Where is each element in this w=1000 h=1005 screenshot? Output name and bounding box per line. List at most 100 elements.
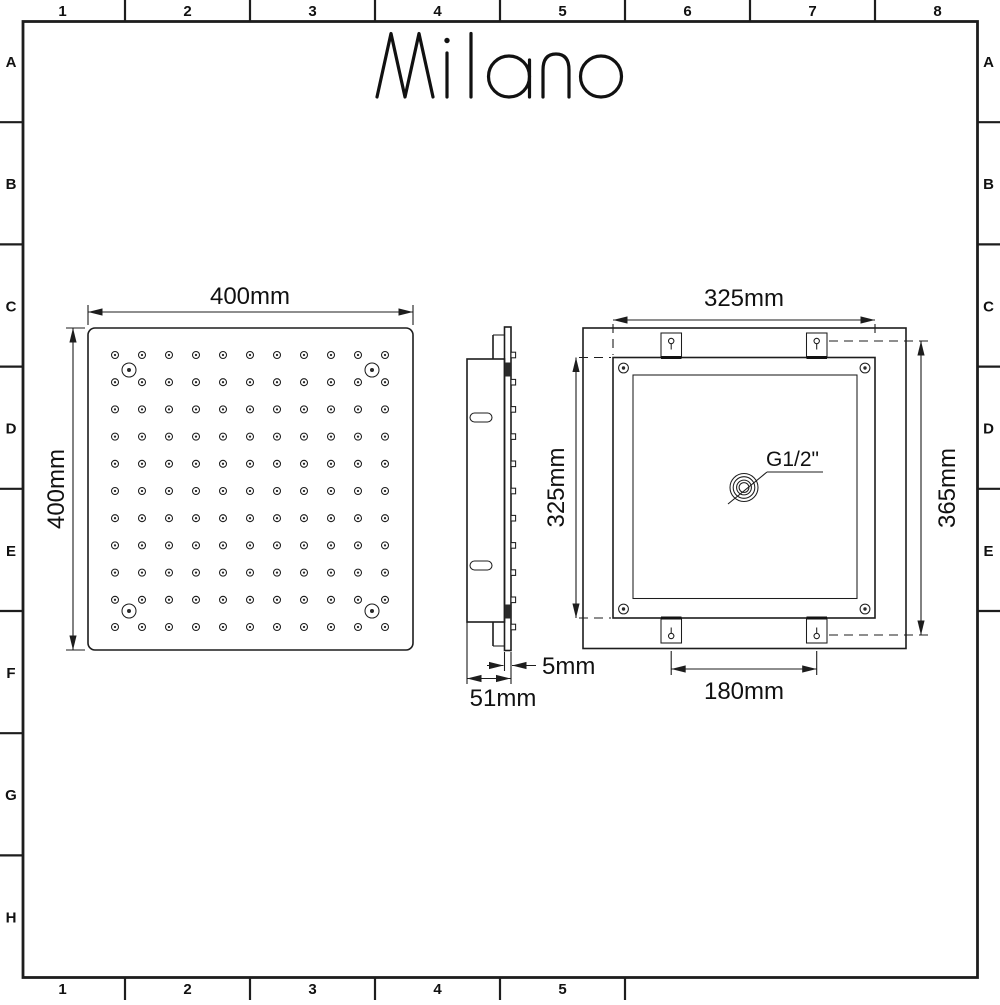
back-bottom-dimension: 180mm bbox=[670, 651, 818, 705]
nozzle-dot bbox=[383, 381, 387, 384]
nozzle-dot bbox=[140, 435, 144, 438]
nozzle-dot bbox=[194, 435, 198, 438]
screw-profile-top bbox=[505, 362, 511, 377]
back-top-label: 325mm bbox=[704, 285, 784, 312]
nozzle-ring bbox=[191, 378, 201, 387]
nozzle-dot bbox=[140, 517, 144, 520]
screw-top-left-center bbox=[127, 368, 131, 372]
nozzle-ring bbox=[218, 405, 228, 414]
nozzle-ring bbox=[164, 568, 174, 577]
logo-letter-o bbox=[578, 54, 624, 99]
logo-letter-n bbox=[541, 52, 571, 99]
nozzle-dot bbox=[356, 489, 360, 493]
nozzle-ring bbox=[245, 514, 255, 523]
nozzle-ring bbox=[191, 622, 201, 632]
nozzle-dot bbox=[167, 598, 171, 601]
nozzle-dot bbox=[194, 489, 198, 493]
grid-row-label-left: D bbox=[6, 421, 17, 438]
nozzle-ring bbox=[299, 622, 309, 632]
nozzle-ring bbox=[110, 568, 120, 577]
grid-col-label-top: 1 bbox=[58, 3, 66, 20]
grid-row-label-left: F bbox=[6, 665, 15, 682]
nozzle-dot bbox=[248, 408, 252, 411]
nozzle-ring bbox=[380, 595, 390, 604]
nozzle-ring bbox=[326, 405, 336, 414]
nozzle-dot bbox=[356, 353, 360, 357]
nozzle-dot bbox=[167, 625, 171, 629]
mounting-frame-outline bbox=[612, 356, 876, 619]
mounting-slot-lower bbox=[469, 560, 493, 571]
nozzle-ring bbox=[353, 541, 363, 550]
nozzle-ring bbox=[380, 622, 390, 632]
nozzle-ring bbox=[218, 622, 228, 632]
nozzle-ring bbox=[353, 486, 363, 496]
nozzle-ring bbox=[110, 514, 120, 523]
nozzle-ring bbox=[137, 622, 147, 632]
front-height-dimension: 400mm bbox=[43, 327, 85, 651]
nozzle-ring bbox=[218, 350, 228, 360]
nozzle-profile-bump bbox=[510, 460, 517, 468]
nozzle-dot bbox=[302, 544, 306, 547]
nozzle-ring bbox=[299, 541, 309, 550]
nozzle-dot bbox=[248, 353, 252, 357]
nozzle-dot bbox=[302, 408, 306, 411]
nozzle-ring bbox=[272, 405, 282, 414]
nozzle-dot bbox=[221, 517, 225, 520]
nozzle-dot bbox=[329, 462, 333, 465]
nozzle-ring bbox=[164, 432, 174, 441]
nozzle-dot bbox=[113, 353, 117, 357]
nozzle-ring bbox=[245, 378, 255, 387]
screw-bottom-left bbox=[121, 603, 137, 619]
nozzle-ring bbox=[299, 432, 309, 441]
nozzle-ring bbox=[272, 432, 282, 441]
nozzle-dot bbox=[302, 381, 306, 384]
nozzle-ring bbox=[191, 459, 201, 468]
nozzle-ring bbox=[191, 350, 201, 360]
nozzle-ring bbox=[353, 350, 363, 360]
nozzle-ring bbox=[245, 405, 255, 414]
nozzle-ring bbox=[380, 568, 390, 577]
nozzle-ring bbox=[191, 595, 201, 604]
nozzle-dot bbox=[275, 381, 279, 384]
nozzle-dot bbox=[113, 625, 117, 629]
nozzle-ring bbox=[353, 622, 363, 632]
nozzle-dot bbox=[356, 435, 360, 438]
nozzle-dot bbox=[329, 571, 333, 574]
nozzle-ring bbox=[218, 486, 228, 496]
grid-col-label-top: 5 bbox=[558, 3, 566, 20]
nozzle-ring bbox=[164, 350, 174, 360]
nozzle-dot bbox=[248, 381, 252, 384]
nozzle-ring bbox=[326, 595, 336, 604]
nozzle-dot bbox=[329, 381, 333, 384]
connection-label: G1/2" bbox=[766, 448, 819, 471]
nozzle-dot bbox=[329, 517, 333, 520]
nozzle-ring bbox=[191, 541, 201, 550]
nozzle-ring bbox=[137, 514, 147, 523]
nozzle-dot bbox=[140, 625, 144, 629]
nozzle-ring bbox=[326, 514, 336, 523]
nozzle-ring bbox=[218, 568, 228, 577]
nozzle-dot bbox=[329, 435, 333, 438]
nozzle-ring bbox=[245, 622, 255, 632]
nozzle-dot bbox=[302, 353, 306, 357]
nozzle-ring bbox=[164, 514, 174, 523]
nozzle-dot bbox=[194, 625, 198, 629]
nozzle-dot bbox=[356, 544, 360, 547]
nozzle-dot bbox=[383, 625, 387, 629]
nozzle-ring bbox=[272, 622, 282, 632]
nozzle-dot bbox=[113, 598, 117, 601]
grid-col-label-top: 4 bbox=[433, 3, 442, 20]
grid-row-label-left: E bbox=[6, 543, 16, 560]
logo-letter-m bbox=[375, 31, 435, 99]
nozzle-ring bbox=[164, 541, 174, 550]
nozzle-profile-bump bbox=[510, 569, 517, 576]
nozzle-ring bbox=[272, 486, 282, 496]
nozzle-dot bbox=[167, 381, 171, 384]
fitting-ring bbox=[732, 476, 756, 499]
frame-screw-center bbox=[621, 607, 626, 611]
nozzle-ring bbox=[137, 568, 147, 577]
nozzle-dot bbox=[140, 381, 144, 384]
